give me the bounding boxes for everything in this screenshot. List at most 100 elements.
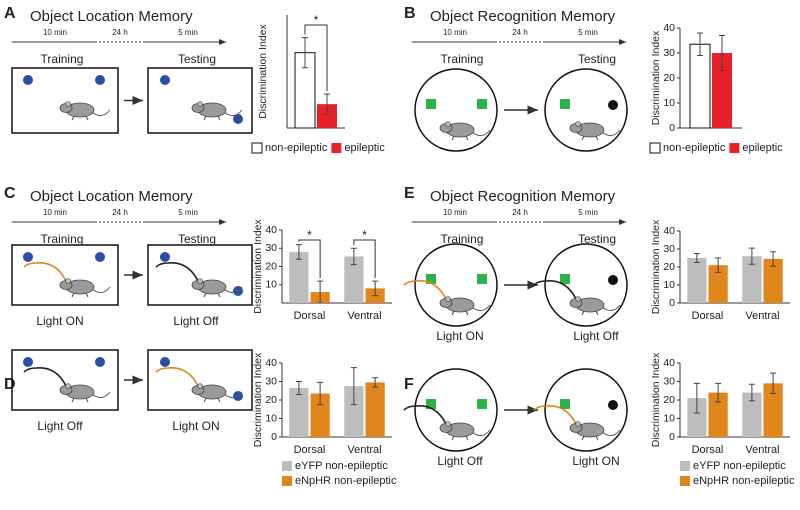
y-axis-label: Discrimination Index — [650, 352, 662, 447]
legend-label: eYFP non-epileptic — [693, 460, 786, 472]
timeline-label: 10 min — [43, 28, 67, 37]
phase-label: Training — [41, 52, 84, 66]
novel-object — [608, 100, 618, 110]
mouse-ear — [575, 421, 581, 427]
y-tick-label: 40 — [663, 22, 675, 34]
significance-star: * — [307, 228, 312, 242]
bar — [310, 393, 330, 437]
optic-fiber — [403, 280, 447, 300]
y-tick-label: 10 — [265, 412, 277, 424]
mouse-leg — [71, 292, 75, 298]
mouse-leg — [581, 435, 585, 441]
light-label: Light Off — [437, 454, 483, 468]
x-tick-label: Dorsal — [294, 444, 326, 456]
phase-label: Training — [441, 52, 484, 66]
significance-bracket — [298, 239, 321, 279]
object-square — [560, 99, 570, 109]
y-tick-label: 40 — [663, 225, 675, 237]
novel-object — [608, 400, 618, 410]
object-dot — [23, 252, 33, 262]
y-axis-label: Discrimination Index — [252, 352, 264, 447]
y-tick-label: 30 — [663, 243, 675, 255]
x-tick-label: Ventral — [347, 444, 381, 456]
phase-label: Testing — [578, 52, 616, 66]
y-tick-label: 20 — [265, 394, 277, 406]
panel-title: Object Recognition Memory — [430, 8, 616, 25]
panel-letter: B — [404, 5, 416, 22]
significance-star: * — [314, 13, 319, 27]
mouse-tail — [223, 286, 243, 293]
panel-letter: E — [404, 185, 415, 202]
timeline-label: 10 min — [43, 208, 67, 217]
y-tick-label: 40 — [663, 357, 675, 369]
mouse-ear — [65, 278, 71, 284]
mouse-ear — [445, 296, 451, 302]
arena — [147, 349, 253, 411]
legend-swatch — [282, 461, 292, 471]
timeline-label: 10 min — [443, 208, 467, 217]
error-bar — [719, 35, 725, 71]
error-bar — [693, 253, 700, 263]
panel-title: Object Location Memory — [30, 8, 193, 25]
y-tick-label: 40 — [265, 224, 277, 236]
panel-title: Object Recognition Memory — [430, 188, 616, 205]
y-tick-label: 10 — [663, 412, 675, 424]
panel-letter: D — [4, 376, 16, 393]
mouse-leg — [595, 135, 599, 141]
novel-object — [608, 275, 618, 285]
arena — [544, 68, 628, 152]
optic-fiber — [533, 405, 577, 425]
mouse-tail — [471, 129, 491, 136]
mouse-leg — [465, 435, 469, 441]
mouse-leg — [451, 310, 455, 316]
error-bar — [748, 383, 755, 402]
optic-fiber — [403, 405, 447, 425]
object-dot — [23, 75, 33, 85]
mouse-leg — [595, 310, 599, 316]
mouse-tail — [471, 304, 491, 311]
object-dot — [95, 75, 105, 85]
panel-letter: C — [4, 185, 16, 202]
panel-letter: A — [4, 5, 16, 22]
arena — [414, 368, 498, 452]
error-bar — [748, 247, 755, 265]
mouse-leg — [581, 135, 585, 141]
timeline-label: 5 min — [178, 208, 198, 217]
mouse-leg — [85, 292, 89, 298]
legend-label: non-epileptic — [663, 142, 726, 154]
x-tick-label: Ventral — [745, 310, 779, 322]
mouse-tail — [601, 304, 621, 311]
bar — [687, 258, 707, 303]
optic-fiber — [23, 262, 67, 282]
mouse-leg — [451, 435, 455, 441]
legend-label: epileptic — [344, 142, 385, 154]
error-bar — [295, 244, 302, 260]
phase-label: Testing — [178, 52, 216, 66]
y-tick-label: 20 — [663, 261, 675, 273]
error-bar — [350, 367, 357, 406]
mouse-tail — [223, 109, 243, 116]
y-axis-label: Discrimination Index — [257, 23, 269, 118]
light-label: Light ON — [572, 454, 619, 468]
error-bar — [317, 381, 324, 406]
mouse-ear — [445, 121, 451, 127]
object-square — [426, 399, 436, 409]
y-tick-label: 0 — [271, 431, 277, 443]
light-label: Light Off — [173, 314, 219, 328]
mouse-tail — [91, 391, 111, 398]
x-tick-label: Dorsal — [692, 444, 724, 456]
bar — [344, 386, 364, 437]
significance-bracket — [304, 24, 328, 92]
mouse-ear — [575, 296, 581, 302]
mouse-leg — [85, 397, 89, 403]
y-tick-label: 20 — [663, 72, 675, 84]
y-tick-label: 30 — [663, 375, 675, 387]
legend-swatch — [680, 461, 690, 471]
bar — [289, 387, 309, 437]
timeline-label: 24 h — [112, 28, 128, 37]
bar — [289, 251, 309, 303]
error-bar — [295, 381, 302, 395]
bar — [712, 53, 732, 128]
arena — [544, 243, 628, 327]
legend-label: epileptic — [742, 142, 783, 154]
